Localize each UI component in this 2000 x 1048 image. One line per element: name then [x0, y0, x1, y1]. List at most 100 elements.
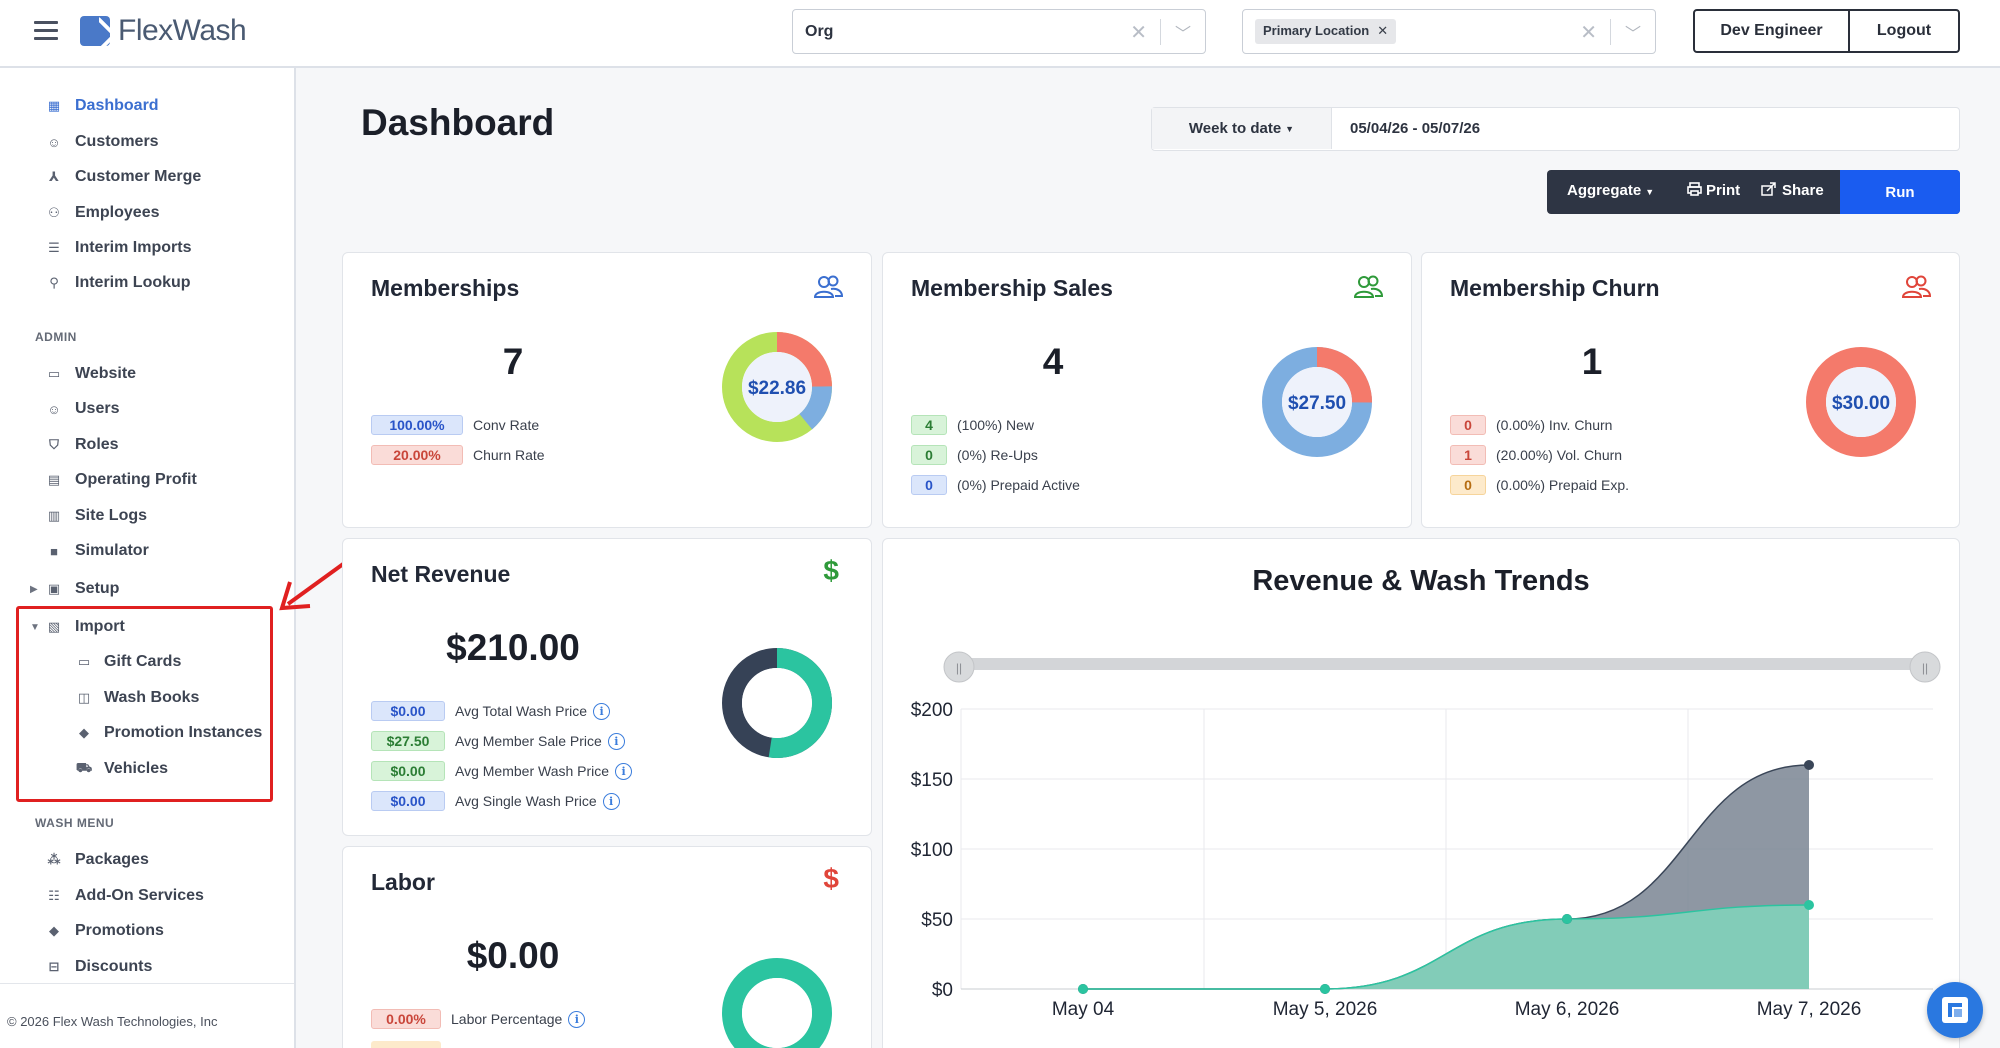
card-title: Membership Sales — [911, 275, 1113, 301]
info-icon[interactable]: i — [615, 762, 633, 780]
memberships-count: 7 — [502, 341, 524, 382]
top-navbar: FlexWash Org ✕ ﹀ Primary Location ✕ ✕ ﹀ D… — [0, 0, 2000, 68]
clear-icon[interactable]: ✕ — [1580, 22, 1597, 44]
info-icon[interactable]: i — [593, 702, 611, 720]
y-tick-label: $200 — [911, 700, 953, 721]
churn-rate-badge: 20.00% — [371, 445, 463, 465]
data-point[interactable] — [1562, 914, 1572, 924]
date-range-input[interactable]: 05/04/26 - 05/07/26 — [1350, 120, 1481, 137]
range-slider-left-handle[interactable] — [943, 651, 975, 683]
org-select[interactable]: Org ✕ ﹀ — [792, 9, 1206, 54]
sidebar-item-website[interactable]: ▭ Website — [47, 365, 137, 382]
sidebar-item-operating-profit[interactable]: ▤ Operating Profit — [47, 471, 197, 488]
sidebar-item-setup[interactable]: ▶ ▣ Setup — [30, 580, 120, 597]
svg-text:||: || — [1922, 661, 1928, 675]
sidebar-item-promotion-instances[interactable]: ◆ Promotion Instances — [0, 718, 296, 748]
info-icon[interactable]: i — [607, 732, 625, 750]
sidebar-item-simulator[interactable]: ■ Simulator — [0, 536, 296, 566]
sidebar-item-employees[interactable]: ⚇ Employees — [0, 198, 296, 228]
chart-title: Revenue & Wash Trends — [1252, 565, 1590, 597]
membership-sales-donut: $27.50 — [1262, 347, 1372, 457]
caret-down-icon[interactable]: ▼ — [30, 621, 40, 633]
dashboard-icon: ▦ — [47, 98, 61, 113]
data-point[interactable] — [1078, 984, 1088, 994]
sidebar-item-import[interactable]: ▼ ▧ Import — [30, 618, 125, 635]
hamburger-menu-icon[interactable] — [34, 21, 58, 41]
caret-right-icon[interactable]: ▶ — [30, 583, 38, 595]
sidebar-item-vehicles[interactable]: ⛟ Vehicles — [75, 760, 169, 777]
share-button[interactable]: Share — [1761, 182, 1824, 199]
chevron-down-icon[interactable]: ﹀ — [1624, 26, 1641, 43]
range-slider-track[interactable] — [957, 658, 1937, 670]
sidebar-item-customer-merge[interactable]: ⅄ Customer Merge — [0, 162, 296, 192]
list-icon: ☷ — [48, 888, 60, 903]
series-line — [1083, 904, 1810, 990]
cubes-icon: ⁂ — [47, 852, 61, 867]
sidebar-item-dashboard[interactable]: ▦ Dashboard — [47, 97, 159, 114]
dollar-icon: $ — [823, 555, 839, 586]
org-select-value: Org — [805, 23, 834, 40]
sidebar-item-site-logs[interactable]: ▥ Site Logs — [47, 507, 148, 524]
location-select[interactable]: Primary Location ✕ ✕ ﹀ — [1242, 9, 1656, 54]
sidebar-item-interim-lookup[interactable]: ⚲ Interim Lookup — [0, 268, 296, 298]
sidebar-item-packages[interactable]: ⁂ Packages — [47, 851, 149, 868]
range-slider-right-handle[interactable] — [1909, 651, 1941, 683]
sidebar-item-gift-cards[interactable]: ▭ Gift Cards — [77, 653, 182, 670]
x-tick-label: May 5, 2026 — [1273, 999, 1378, 1020]
help-launcher-button[interactable] — [1927, 982, 1983, 1038]
users-icon: ☺ — [47, 401, 61, 417]
run-button[interactable]: Run — [1840, 170, 1960, 214]
svg-text:||: || — [956, 661, 962, 675]
sidebar-item-customers[interactable]: ☺ Customers — [47, 133, 159, 150]
users-icon — [813, 275, 843, 298]
y-tick-label: $50 — [921, 910, 953, 931]
shield-icon: ⛉ — [49, 437, 59, 452]
logout-button[interactable]: Logout — [1848, 9, 1960, 53]
tag-icon: ◆ — [79, 725, 89, 740]
stat-row: 0 (0.00%) Inv. Churn — [1450, 415, 1612, 435]
date-range-group: Week to date ▼ 05/04/26 - 05/07/26 — [1151, 107, 1960, 151]
conv-rate-badge: 100.00% — [371, 415, 463, 435]
dollar-icon: $ — [823, 863, 839, 894]
membership-churn-donut: $30.00 — [1806, 347, 1916, 457]
caret-down-icon: ▼ — [1645, 187, 1655, 197]
sidebar-item-wash-books[interactable]: ◫ Wash Books — [77, 689, 200, 706]
clear-icon[interactable]: ✕ — [1130, 22, 1147, 44]
chip-remove-icon[interactable]: ✕ — [1377, 23, 1389, 38]
prepaid-exp-badge: 0 — [1450, 475, 1486, 495]
stat-row: 4 (100%) New — [911, 415, 1034, 435]
sidebar-item-interim-imports[interactable]: ☰ Interim Imports — [0, 233, 296, 263]
flexwash-logo-icon — [80, 16, 110, 46]
membership-sales-count: 4 — [1042, 341, 1064, 382]
user-button[interactable]: Dev Engineer — [1693, 9, 1850, 53]
highlight-box — [16, 606, 273, 802]
aggregate-dropdown[interactable]: Aggregate ▼ — [1567, 182, 1655, 199]
sidebar-item-add-on-services[interactable]: ☷ Add-On Services — [0, 881, 296, 911]
stat-row: 1 (20.00%) Vol. Churn — [1450, 445, 1622, 465]
app-logo[interactable]: FlexWash — [80, 14, 247, 48]
info-icon[interactable]: i — [568, 1010, 586, 1028]
book-icon: ■ — [50, 543, 58, 559]
card-title: Memberships — [371, 275, 520, 301]
data-point[interactable] — [1804, 900, 1814, 910]
print-button[interactable]: Print — [1687, 182, 1740, 199]
sidebar-item-promotions[interactable]: ◆ Promotions — [0, 916, 296, 946]
chevron-down-icon[interactable]: ﹀ — [1174, 26, 1191, 43]
sidebar-footer: © 2026 Flex Wash Technologies, Inc — [0, 983, 294, 1029]
merge-icon: ⅄ — [49, 169, 59, 184]
sidebar-item-discounts[interactable]: ⊟ Discounts — [0, 952, 296, 982]
y-tick-label: $100 — [911, 840, 953, 861]
data-point[interactable] — [1320, 984, 1330, 994]
stat-row: 0 (0.00%) Prepaid Exp. — [1450, 475, 1629, 495]
date-range-dropdown[interactable]: Week to date ▼ — [1152, 108, 1332, 149]
data-point[interactable] — [1804, 760, 1814, 770]
card-title: Membership Churn — [1450, 275, 1660, 301]
revenue-trends-card: Revenue & Wash Trends || || $0 $50 $100 $15… — [882, 538, 1960, 1048]
file-import-icon: ▧ — [47, 619, 61, 634]
sidebar-item-users[interactable]: ☺ Users — [47, 400, 120, 417]
info-icon[interactable]: i — [602, 792, 620, 810]
prepaid-active-badge: 0 — [911, 475, 947, 495]
stat-row: 0 (0%) Prepaid Active — [911, 475, 1080, 495]
stat-row: 0 (0%) Re-Ups — [911, 445, 1038, 465]
sidebar-item-roles[interactable]: ⛉ Roles — [0, 430, 296, 460]
